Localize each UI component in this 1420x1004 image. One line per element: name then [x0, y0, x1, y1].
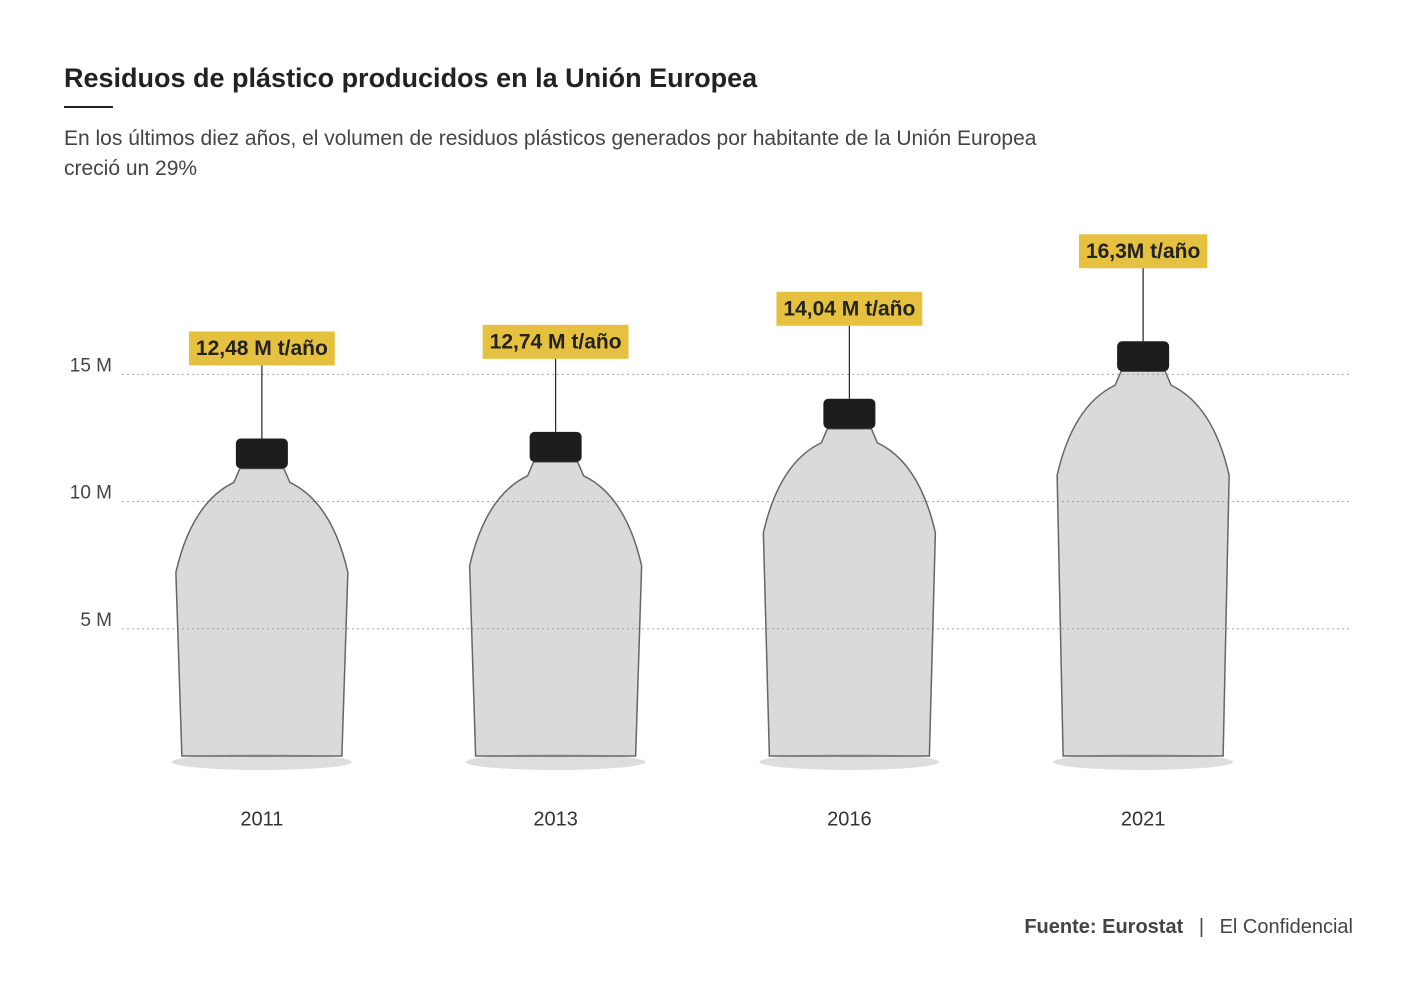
- bottle-cap: [823, 398, 876, 429]
- bottle: [468, 461, 643, 757]
- bottle: [762, 428, 937, 757]
- source: Fuente: Eurostat: [1024, 916, 1183, 938]
- bottle-cap: [1117, 341, 1170, 372]
- subtitle-box: En los últimos diez años, el volumen de …: [64, 127, 1037, 180]
- value-label: 12,74 M t/año: [490, 330, 622, 353]
- bottle-shadow: [759, 754, 940, 770]
- x-tick-label: 2021: [1121, 808, 1166, 830]
- x-tick-label: 2016: [827, 808, 872, 830]
- bottle-cap: [529, 431, 582, 462]
- value-label-box: [482, 324, 629, 359]
- separator: |: [1199, 916, 1204, 938]
- x-tick-label: 2013: [533, 808, 578, 830]
- bottle: [175, 467, 349, 757]
- chart-title: Residuos de plástico producidos en la Un…: [64, 63, 758, 93]
- source-line: Fuente: Eurostat | El Confidencial: [1024, 916, 1353, 938]
- publisher: El Confidencial: [1220, 916, 1353, 938]
- bottle-cap: [235, 438, 288, 469]
- y-tick-label: 5 M: [80, 610, 112, 631]
- bottle-shadow: [465, 754, 646, 770]
- value-label: 16,3M t/año: [1086, 240, 1200, 263]
- x-tick-label: 2011: [240, 808, 283, 830]
- value-label-box: [776, 291, 923, 326]
- value-label-box: [188, 331, 335, 366]
- y-tick-label: 10 M: [70, 483, 112, 504]
- bottle-shadow: [171, 754, 352, 770]
- value-label: 14,04 M t/año: [783, 297, 915, 320]
- chart-subtitle: En los últimos diez años, el volumen de …: [64, 127, 1037, 180]
- bottle-shadow: [1053, 754, 1234, 770]
- bottle: [1056, 370, 1230, 757]
- value-label: 12,48 M t/año: [196, 337, 328, 360]
- y-tick-label: 15 M: [70, 355, 112, 376]
- value-label-box: [1078, 234, 1208, 269]
